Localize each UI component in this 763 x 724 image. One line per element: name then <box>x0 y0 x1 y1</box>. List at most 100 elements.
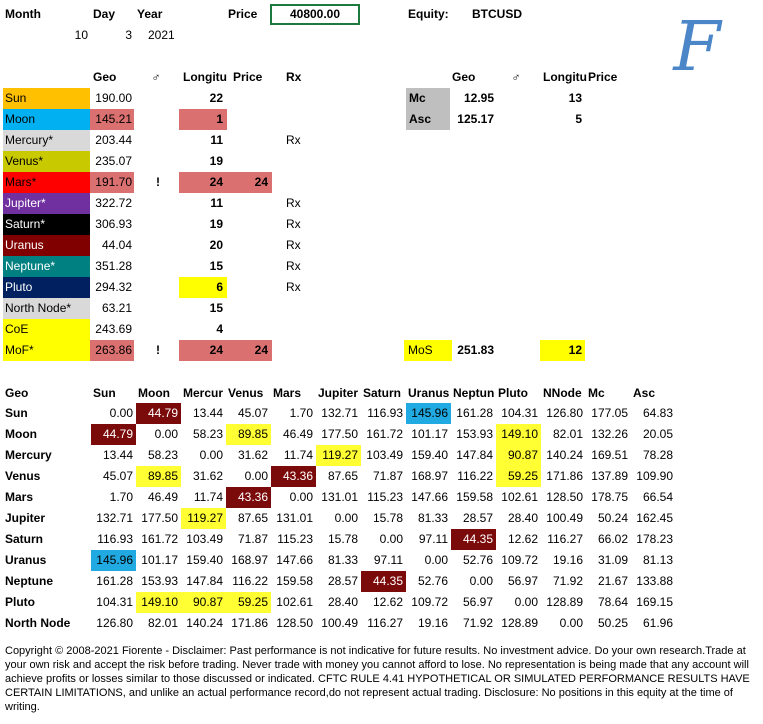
matrix-cell: 28.57 <box>462 511 493 525</box>
planet-geo-venus: 235.07 <box>95 154 132 168</box>
matrix-cell: 101.17 <box>141 553 178 567</box>
matrix-cell: 64.83 <box>642 406 673 420</box>
angles-header-aspect: ♂ <box>511 70 521 84</box>
year-value[interactable]: 2021 <box>148 28 175 42</box>
matrix-cell: 177.50 <box>321 427 358 441</box>
matrix-cell: 178.75 <box>591 490 628 504</box>
matrix-highlight <box>181 592 226 613</box>
matrix-cell: 131.01 <box>276 511 313 525</box>
matrix-col-header-mc: Mc <box>588 386 605 400</box>
planet-price-bg <box>227 172 272 193</box>
matrix-cell: 0.00 <box>109 406 133 420</box>
planet-geo-bg <box>90 340 134 361</box>
matrix-cell: 44.79 <box>102 427 133 441</box>
day-value[interactable]: 3 <box>125 28 132 42</box>
planet-geo-pluto: 294.32 <box>95 280 132 294</box>
matrix-cell: 15.78 <box>372 511 403 525</box>
matrix-row-header-north-node: North Node <box>5 616 71 630</box>
matrix-cell: 116.93 <box>367 406 403 420</box>
matrix-cell: 171.86 <box>231 616 268 630</box>
planets-header-price: Price <box>233 70 263 84</box>
angle-geo-mc: 12.95 <box>463 91 494 105</box>
matrix-cell: 159.58 <box>456 490 493 504</box>
planets-header-rx: Rx <box>286 70 302 84</box>
planet-longitude-mof: 24 <box>209 343 223 357</box>
planet-name-uranus: Uranus <box>3 235 90 256</box>
matrix-cell: 100.49 <box>546 511 583 525</box>
planet-longitude-venus: 19 <box>209 154 223 168</box>
angle-name-bg <box>406 109 450 130</box>
matrix-cell: 137.89 <box>591 469 628 483</box>
matrix-cell: 0.00 <box>244 469 268 483</box>
matrix-col-header-saturn: Saturn <box>363 386 402 400</box>
matrix-cell: 116.27 <box>547 532 583 546</box>
planet-name-mercury: Mercury* <box>3 130 90 151</box>
matrix-row-header-uranus: Uranus <box>5 553 47 567</box>
matrix-cell: 52.76 <box>462 553 493 567</box>
matrix-row-header-jupiter: Jupiter <box>5 511 46 525</box>
matrix-highlight <box>226 487 271 508</box>
matrix-col-header-pluto: Pluto <box>498 386 528 400</box>
matrix-cell: 177.50 <box>141 511 178 525</box>
planet-longitude-jupiter: 11 <box>210 196 223 210</box>
matrix-cell: 66.02 <box>597 532 628 546</box>
matrix-cell: 12.62 <box>372 595 403 609</box>
planet-name-mars: Mars* <box>3 172 90 193</box>
matrix-cell: 97.11 <box>373 553 403 567</box>
matrix-cell: 169.15 <box>636 595 673 609</box>
matrix-cell: 168.97 <box>411 469 448 483</box>
matrix-cell: 66.54 <box>642 490 673 504</box>
disclaimer-text: Copyright © 2008-2021 Fiorente - Disclai… <box>5 645 750 713</box>
month-value[interactable]: 10 <box>74 28 88 42</box>
matrix-corner-label: Geo <box>5 386 29 400</box>
angle-name-bg <box>406 88 450 109</box>
matrix-cell: 171.86 <box>546 469 583 483</box>
mos-name: MoS <box>408 343 433 357</box>
matrix-highlight <box>136 592 181 613</box>
mos-longitude: 12 <box>568 343 582 357</box>
planet-price-mars: 24 <box>254 175 268 189</box>
matrix-row-header-sun: Sun <box>5 406 28 420</box>
matrix-cell: 128.89 <box>501 616 538 630</box>
angle-geo-asc: 125.17 <box>457 112 494 126</box>
matrix-row-header-mercury: Mercury <box>5 448 52 462</box>
matrix-cell: 161.72 <box>366 427 403 441</box>
price-input[interactable]: 40800.00 <box>270 4 360 25</box>
matrix-cell: 102.61 <box>276 595 313 609</box>
planet-longitude-pluto: 6 <box>216 280 223 294</box>
matrix-cell: 78.28 <box>642 448 673 462</box>
matrix-cell: 103.49 <box>366 448 403 462</box>
matrix-cell: 28.40 <box>507 511 538 525</box>
matrix-cell: 169.51 <box>591 448 628 462</box>
matrix-cell: 71.87 <box>372 469 403 483</box>
matrix-cell: 81.13 <box>642 553 673 567</box>
planets-header-geo: Geo <box>93 70 117 84</box>
matrix-cell: 90.87 <box>507 448 538 462</box>
matrix-highlight <box>406 403 451 424</box>
matrix-highlight <box>181 508 226 529</box>
matrix-cell: 13.44 <box>102 448 133 462</box>
matrix-cell: 1.70 <box>289 406 313 420</box>
matrix-cell: 159.40 <box>411 448 448 462</box>
planet-rx-jupiter: Rx <box>286 196 301 210</box>
matrix-cell: 0.00 <box>154 427 178 441</box>
matrix-cell: 19.16 <box>552 553 583 567</box>
matrix-cell: 11.74 <box>283 448 313 462</box>
matrix-cell: 119.27 <box>322 448 358 462</box>
planet-flag-mof: ! <box>156 343 160 357</box>
matrix-cell: 0.00 <box>379 532 403 546</box>
planet-name-jupiter: Jupiter* <box>3 193 90 214</box>
matrix-highlight <box>451 529 496 550</box>
matrix-col-header-mars: Mars <box>273 386 302 400</box>
planet-longitude-neptune: 15 <box>209 259 223 273</box>
matrix-highlight <box>136 403 181 424</box>
matrix-col-header-asc: Asc <box>633 386 656 400</box>
equity-value: BTCUSD <box>472 7 522 21</box>
matrix-cell: 45.07 <box>102 469 133 483</box>
planet-longitude-north-node: 15 <box>209 301 223 315</box>
matrix-cell: 1.70 <box>109 490 133 504</box>
matrix-col-header-neptun: Neptun <box>453 386 495 400</box>
angle-name-asc: Asc <box>409 112 432 126</box>
matrix-cell: 168.97 <box>231 553 268 567</box>
matrix-cell: 109.90 <box>636 469 673 483</box>
